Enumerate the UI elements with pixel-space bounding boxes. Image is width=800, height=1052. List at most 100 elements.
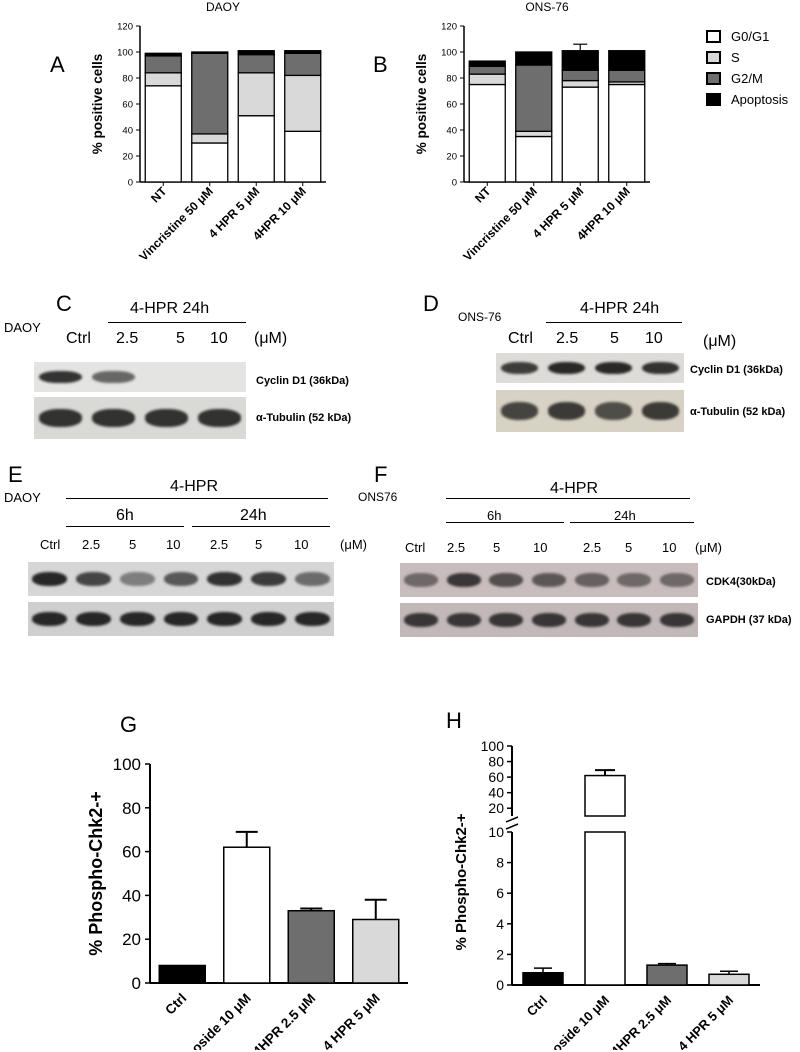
blot-c-cyclind1-band-1 bbox=[92, 370, 135, 384]
blot-f-cdk4 bbox=[400, 563, 698, 597]
lane-e-6: 5 bbox=[255, 537, 263, 552]
chart-a-ytick-label-2: 40 bbox=[122, 126, 133, 137]
blot-e-gapdh-band-6 bbox=[294, 611, 330, 627]
chart-h-ytick-low-label-4: 8 bbox=[496, 855, 504, 871]
legend-item-g2m: G2/M bbox=[706, 68, 788, 89]
blot-c-tubulin-band-1 bbox=[92, 409, 135, 427]
lane-f-5: 2.5 bbox=[583, 540, 602, 555]
lane-d-3: 5 bbox=[610, 330, 619, 347]
chart-g-bar-2 bbox=[287, 909, 335, 984]
unit-e: (μM) bbox=[340, 537, 367, 552]
blot-f-cdk4-band-5 bbox=[617, 572, 652, 588]
blot-e-gapdh-band-5 bbox=[250, 611, 286, 627]
lane-f-6: 5 bbox=[625, 540, 633, 555]
blot-d-cyclind1-band-0 bbox=[500, 361, 539, 375]
chart-g-ytick-label-2: 40 bbox=[122, 886, 141, 905]
chart-g-ylabel: % Phospho-Chk2-+ bbox=[86, 791, 106, 956]
label-c-cyclind1: Cyclin D1 (36kDa) bbox=[256, 375, 349, 387]
lane-f-2: 2.5 bbox=[447, 540, 466, 555]
legend-swatch-g0g1 bbox=[706, 30, 721, 43]
legend-item-s: S bbox=[706, 47, 788, 68]
chart-a-bar-2-seg-1 bbox=[237, 72, 275, 117]
chart-b-bar-3-seg-2 bbox=[608, 69, 646, 83]
cell-line-e: DAOY bbox=[4, 490, 41, 505]
chart-h-bar-1-high bbox=[584, 774, 626, 817]
blot-f-gapdh-band-1 bbox=[446, 612, 481, 628]
time-f-2: 24h bbox=[614, 508, 636, 523]
time-line-f-2 bbox=[570, 522, 694, 523]
time-line-e-2 bbox=[192, 526, 330, 527]
chart-b-ytick-label-4: 80 bbox=[446, 74, 457, 85]
panel-letter-g: G bbox=[120, 712, 138, 737]
blot-c-tubulin-band-2 bbox=[145, 409, 188, 427]
unit-f: (μM) bbox=[695, 540, 722, 555]
blot-f-gapdh bbox=[400, 603, 698, 637]
chart-h-bar-2 bbox=[646, 964, 688, 986]
unit-d: (μM) bbox=[703, 333, 737, 350]
chart-g-bar-3 bbox=[352, 918, 400, 984]
blot-f-cdk4-band-3 bbox=[531, 572, 567, 588]
blot-f-cdk4-band-4 bbox=[574, 572, 609, 588]
blot-e-cdk4-band-6 bbox=[294, 571, 330, 587]
time-line-e-1 bbox=[66, 526, 184, 527]
legend-swatch-apoptosis bbox=[706, 93, 721, 106]
lane-c-4: 10 bbox=[210, 330, 228, 347]
chart-b-ytick-label-5: 100 bbox=[441, 48, 457, 59]
chart-h-bar-1-low bbox=[584, 831, 626, 986]
blot-d-tubulin-band-0 bbox=[500, 402, 539, 420]
header-c: 4-HPR 24h bbox=[130, 300, 210, 317]
chart-b-title: ONS-76 bbox=[525, 0, 569, 14]
chart-h-break-mark-1 bbox=[505, 816, 519, 823]
cell-line-c: DAOY bbox=[4, 320, 41, 335]
chart-h-ytick-high-label-4: 100 bbox=[481, 738, 505, 754]
header-f: 4-HPR bbox=[550, 480, 599, 497]
chart-g-xtick-label-0: Ctrl bbox=[162, 991, 189, 1018]
lane-f-4: 10 bbox=[533, 540, 548, 555]
chart-a-title: DAOY bbox=[206, 0, 240, 14]
unit-c: (μM) bbox=[254, 330, 288, 347]
label-f-cdk4: CDK4(30kDa) bbox=[706, 576, 776, 588]
panel-letter-e: E bbox=[8, 462, 23, 487]
chart-a-ytick-label-1: 20 bbox=[122, 152, 133, 163]
chart-b-ytick-label-2: 40 bbox=[446, 126, 457, 137]
chart-g-ytick-label-5: 100 bbox=[113, 755, 141, 774]
blot-f-gapdh-band-6 bbox=[659, 612, 694, 628]
lane-e-1: Ctrl bbox=[40, 537, 61, 552]
blot-c-tubulin-band-3 bbox=[198, 409, 241, 427]
chart-h-xtick-label-2: 4HPR 2.5 μM bbox=[608, 993, 674, 1050]
header-line-f bbox=[446, 498, 690, 499]
blot-e-gapdh-band-4 bbox=[207, 611, 243, 627]
chart-b-bar-0-seg-0 bbox=[468, 83, 506, 183]
blot-e-cdk4-band-5 bbox=[250, 571, 286, 587]
lane-c-1: Ctrl bbox=[66, 330, 91, 347]
blot-f-gapdh-band-5 bbox=[617, 612, 652, 628]
panel-letter-h: H bbox=[446, 708, 462, 733]
blot-e-gapdh-band-0 bbox=[32, 611, 68, 627]
chart-h-bar-0 bbox=[522, 972, 564, 986]
chart-b-ytick-label-3: 60 bbox=[446, 100, 457, 111]
header-e: 4-HPR bbox=[170, 478, 219, 495]
blot-d-tubulin bbox=[496, 390, 684, 432]
blot-c-tubulin-band-0 bbox=[39, 409, 82, 427]
cell-line-d: ONS-76 bbox=[458, 310, 502, 324]
time-f-1: 6h bbox=[487, 508, 502, 523]
chart-h-ytick-low-label-1: 2 bbox=[496, 946, 504, 962]
blot-c-tubulin bbox=[34, 397, 246, 439]
lane-c-2: 2.5 bbox=[116, 330, 139, 347]
time-line-f-1 bbox=[446, 522, 564, 523]
blot-f-gapdh-band-2 bbox=[489, 612, 524, 628]
chart-b-ytick-label-1: 20 bbox=[446, 152, 457, 163]
blot-d-cyclind1-band-1 bbox=[547, 361, 586, 375]
blot-c-cyclind1 bbox=[34, 362, 246, 392]
blot-c-cyclind1-band-0 bbox=[39, 370, 82, 384]
chart-b-bar-2-seg-1 bbox=[561, 79, 599, 88]
blot-e-cdk4 bbox=[28, 562, 334, 596]
chart-a-ylabel: % positive cells bbox=[90, 54, 105, 155]
chart-g-ytick-label-4: 80 bbox=[122, 799, 141, 818]
chart-a-bar-0-seg-2 bbox=[144, 55, 182, 74]
blot-e-cdk4-band-0 bbox=[32, 571, 68, 587]
chart-h-ytick-high-label-2: 60 bbox=[488, 769, 504, 785]
lane-d-1: Ctrl bbox=[508, 330, 533, 347]
